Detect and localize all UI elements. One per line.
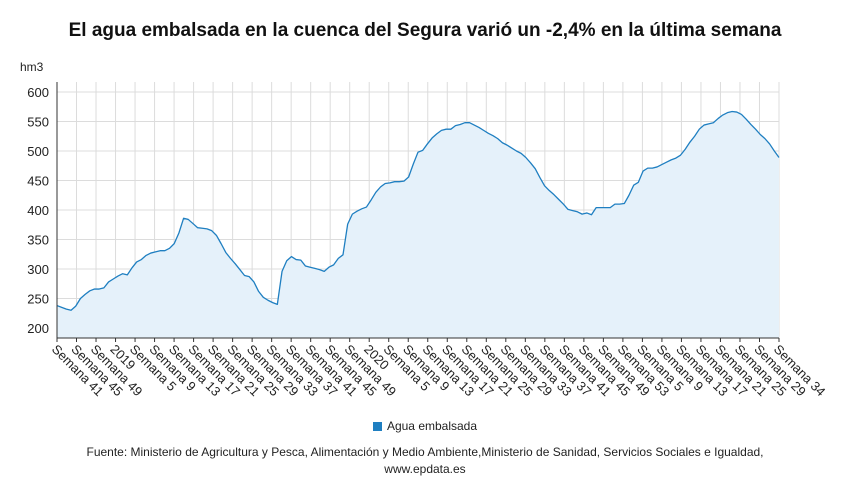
chart-area [56,110,780,339]
y-tick-label: 350 [27,232,49,247]
legend-swatch [372,422,382,431]
chart-title: El agua embalsada en la cuenca del Segur… [68,20,782,41]
y-axis-unit-label: hm3 [20,60,44,74]
y-tick-label: 250 [27,291,49,306]
series-area-fill [57,111,779,339]
source-text: Fuente: Ministerio de Agricultura y Pesc… [86,445,764,459]
axes [56,82,780,342]
y-tick-label: 300 [27,262,49,277]
legend[interactable]: Agua embalsada [0,419,850,433]
source-link[interactable]: www.epdata.es [384,462,466,476]
source-note: Fuente: Ministerio de Agricultura y Pesc… [40,444,810,478]
y-axis-ticks: 200 250 300 350 400 450 500 550 600 [27,85,49,336]
series-line-agua-embalsada [56,110,780,311]
y-tick-label: 500 [27,144,49,159]
y-tick-label: 450 [27,174,49,189]
legend-label: Agua embalsada [386,419,478,433]
y-tick-label: 600 [27,85,49,100]
y-tick-label: 400 [27,203,49,218]
y-tick-label: 550 [27,115,49,130]
y-tick-label: 200 [27,321,49,336]
